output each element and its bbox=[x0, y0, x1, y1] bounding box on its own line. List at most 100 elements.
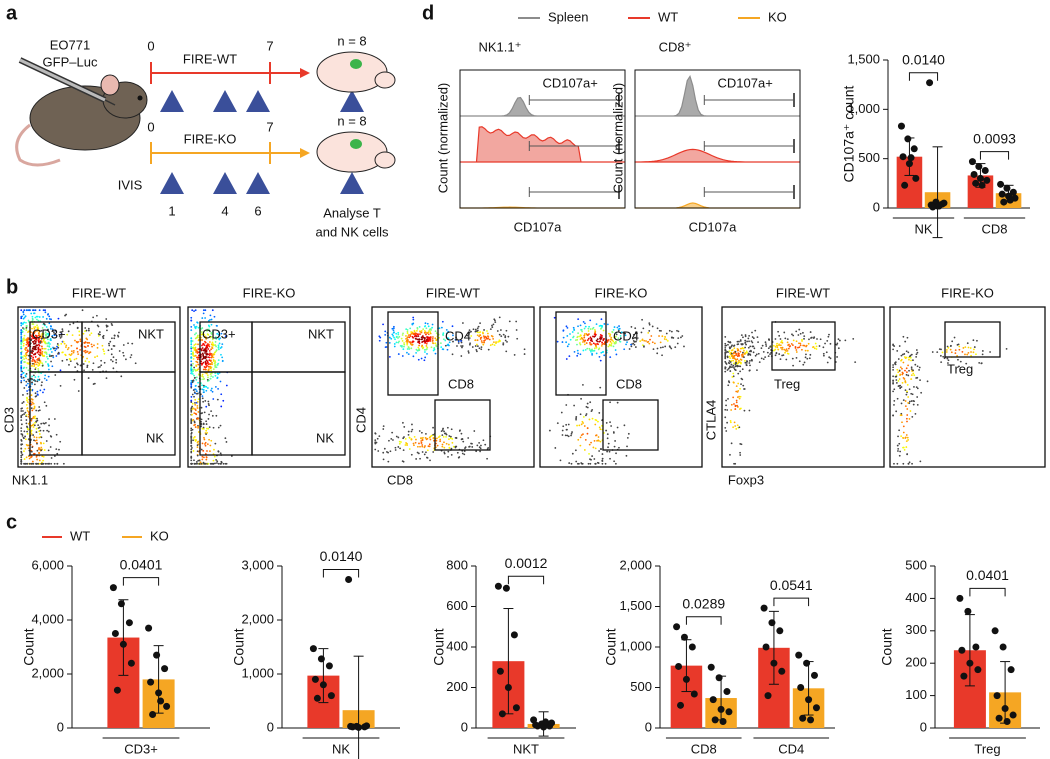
cell-dot bbox=[193, 355, 196, 357]
data-point bbox=[970, 170, 978, 178]
cell-dot bbox=[897, 435, 899, 438]
cell-dot bbox=[195, 376, 198, 379]
cell-dot bbox=[438, 435, 441, 437]
cell-dot bbox=[600, 337, 603, 340]
cell-dot bbox=[192, 439, 194, 442]
cell-dot bbox=[221, 356, 224, 359]
cell-dot bbox=[467, 351, 470, 354]
cell-dot bbox=[194, 423, 196, 426]
cell-dot bbox=[31, 323, 34, 325]
cell-dot bbox=[33, 439, 35, 442]
cell-dot bbox=[642, 327, 645, 330]
data-point bbox=[363, 722, 371, 730]
cell-dot bbox=[916, 351, 919, 354]
cell-dot bbox=[45, 326, 48, 328]
cell-dot bbox=[737, 354, 740, 357]
cell-dot bbox=[647, 331, 650, 334]
cell-dot bbox=[907, 374, 910, 377]
cell-dot bbox=[567, 435, 570, 438]
brain bbox=[316, 51, 396, 173]
cell-dot bbox=[34, 392, 37, 395]
cell-dot bbox=[103, 352, 106, 355]
cell-dot bbox=[893, 345, 896, 347]
cell-dot bbox=[612, 328, 615, 331]
cell-dot bbox=[730, 409, 733, 411]
cell-dot bbox=[191, 405, 193, 408]
gate-label: Treg bbox=[947, 361, 973, 376]
cell-dot bbox=[577, 335, 579, 338]
cell-dot bbox=[634, 336, 636, 339]
cell-dot bbox=[36, 449, 39, 452]
cell-dot bbox=[190, 347, 193, 350]
cell-dot bbox=[443, 451, 446, 454]
cell-dot bbox=[646, 341, 649, 344]
cell-dot bbox=[487, 332, 489, 335]
cell-dot bbox=[601, 453, 604, 455]
cell-dot bbox=[200, 331, 203, 333]
cell-dot bbox=[756, 369, 758, 372]
cell-dot bbox=[829, 357, 832, 360]
cell-dot bbox=[427, 336, 430, 339]
cell-dot bbox=[25, 321, 27, 324]
cell-dot bbox=[54, 349, 57, 352]
cell-dot bbox=[576, 338, 579, 341]
cell-dot bbox=[582, 383, 584, 386]
cell-dot bbox=[43, 347, 46, 350]
cell-dot bbox=[34, 316, 37, 319]
cell-dot bbox=[391, 333, 394, 336]
cell-dot bbox=[34, 366, 37, 369]
cell-dot bbox=[206, 450, 208, 452]
cell-dot bbox=[38, 406, 41, 408]
cell-dot bbox=[905, 350, 908, 353]
cell-dot bbox=[97, 366, 100, 369]
cell-dot bbox=[562, 425, 565, 428]
cell-dot bbox=[562, 329, 565, 332]
cell-dot bbox=[588, 333, 590, 335]
cell-dot bbox=[117, 331, 120, 334]
cell-dot bbox=[606, 433, 609, 436]
cell-dot bbox=[731, 349, 734, 351]
data-point bbox=[161, 665, 169, 673]
cell-dot bbox=[193, 436, 196, 438]
cell-dot bbox=[22, 394, 24, 396]
cell-dot bbox=[798, 360, 801, 363]
cell-dot bbox=[463, 450, 466, 453]
cell-dot bbox=[48, 353, 51, 356]
data-point bbox=[496, 667, 504, 675]
cell-dot bbox=[74, 339, 76, 342]
cell-dot bbox=[941, 351, 944, 354]
cell-dot bbox=[412, 316, 415, 319]
cell-dot bbox=[108, 344, 111, 347]
cell-dot bbox=[441, 434, 444, 437]
cell-dot bbox=[582, 433, 584, 436]
cell-dot bbox=[44, 351, 47, 354]
cell-dot bbox=[580, 329, 583, 331]
cell-dot bbox=[41, 381, 43, 384]
cell-dot bbox=[594, 333, 597, 336]
cell-dot bbox=[215, 459, 218, 461]
cell-dot bbox=[590, 441, 592, 444]
cell-dot bbox=[191, 446, 193, 449]
cell-dot bbox=[204, 462, 207, 465]
cell-dot bbox=[589, 341, 591, 344]
cell-dot bbox=[418, 348, 420, 351]
cell-dot bbox=[65, 346, 67, 348]
cell-dot bbox=[215, 366, 218, 369]
gate bbox=[555, 311, 607, 396]
cell-dot bbox=[781, 348, 783, 351]
cell-dot bbox=[916, 387, 919, 390]
cell-dot bbox=[596, 338, 599, 341]
cell-dot bbox=[198, 462, 201, 465]
gate bbox=[944, 321, 1001, 358]
cell-dot bbox=[600, 344, 603, 347]
cell-dot bbox=[734, 425, 737, 427]
cell-dot bbox=[451, 325, 454, 328]
cell-dot bbox=[190, 418, 193, 421]
cell-dot bbox=[970, 351, 972, 353]
cell-dot bbox=[212, 344, 215, 347]
histogram bbox=[635, 202, 800, 209]
cell-dot bbox=[643, 345, 645, 348]
cell-dot bbox=[20, 440, 23, 442]
cell-dot bbox=[22, 410, 24, 412]
cell-dot bbox=[421, 338, 424, 340]
